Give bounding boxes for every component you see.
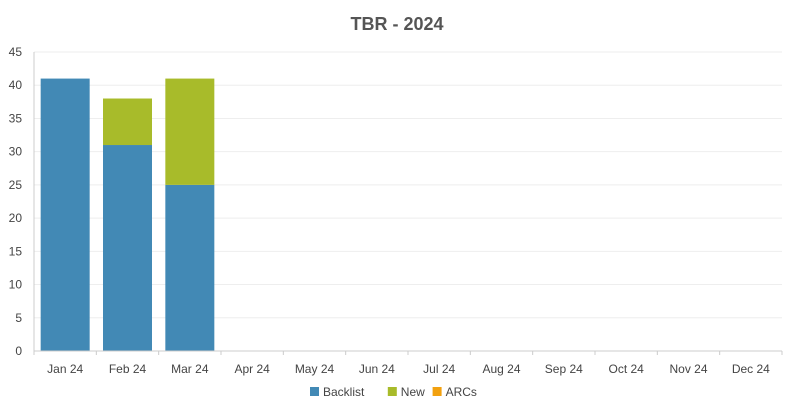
legend-item-backlist[interactable]: Backlist xyxy=(310,385,365,399)
y-tick-label: 20 xyxy=(9,211,23,225)
y-tick-label: 35 xyxy=(9,111,23,125)
legend-swatch xyxy=(387,387,397,396)
legend-swatch xyxy=(432,387,442,396)
y-tick-label: 30 xyxy=(9,145,23,159)
x-tick-label: Nov 24 xyxy=(669,362,707,376)
x-tick-label: Apr 24 xyxy=(234,362,270,376)
y-tick-label: 0 xyxy=(15,344,22,358)
x-tick-label: Oct 24 xyxy=(608,362,644,376)
x-tick-label: Jun 24 xyxy=(359,362,395,376)
bar-backlist-mar-24 xyxy=(165,184,215,351)
y-tick-label: 45 xyxy=(9,45,23,59)
bar-backlist-feb-24 xyxy=(103,145,152,351)
chart-title: TBR - 2024 xyxy=(350,14,443,34)
y-tick-label: 25 xyxy=(9,178,23,192)
x-tick-label: Feb 24 xyxy=(109,362,147,376)
y-tick-label: 10 xyxy=(9,278,23,292)
legend-swatch xyxy=(310,387,319,396)
legend-label: ARCs xyxy=(446,385,477,399)
y-tick-label: 15 xyxy=(9,244,23,258)
legend-item-arcs[interactable]: ARCs xyxy=(432,385,477,399)
x-tick-label: Mar 24 xyxy=(171,362,209,376)
legend: Backlist New ARCs xyxy=(310,385,477,399)
legend-label: Backlist xyxy=(323,385,365,399)
grid-lines xyxy=(34,51,782,319)
axes: 0 5 10 15 20 25 30 35 40 45 Jan 24 Feb 24 Mar 24 Apr … xyxy=(9,45,783,376)
bars xyxy=(40,78,215,352)
bar-new-feb-24 xyxy=(103,98,152,146)
bar-backlist-jan-24 xyxy=(40,78,90,352)
legend-item-new[interactable]: New xyxy=(387,385,425,399)
x-tick-label: Jul 24 xyxy=(423,362,455,376)
bar-new-mar-24 xyxy=(165,78,215,185)
x-tick-label: Dec 24 xyxy=(732,362,770,376)
x-tick-label: Sep 24 xyxy=(545,362,583,376)
y-tick-label: 5 xyxy=(15,311,22,325)
x-tick-label: Jan 24 xyxy=(47,362,83,376)
x-tick-label: Aug 24 xyxy=(482,362,520,376)
legend-label: New xyxy=(401,385,425,399)
y-tick-label: 40 xyxy=(9,78,23,92)
x-tick-label: May 24 xyxy=(295,362,335,376)
